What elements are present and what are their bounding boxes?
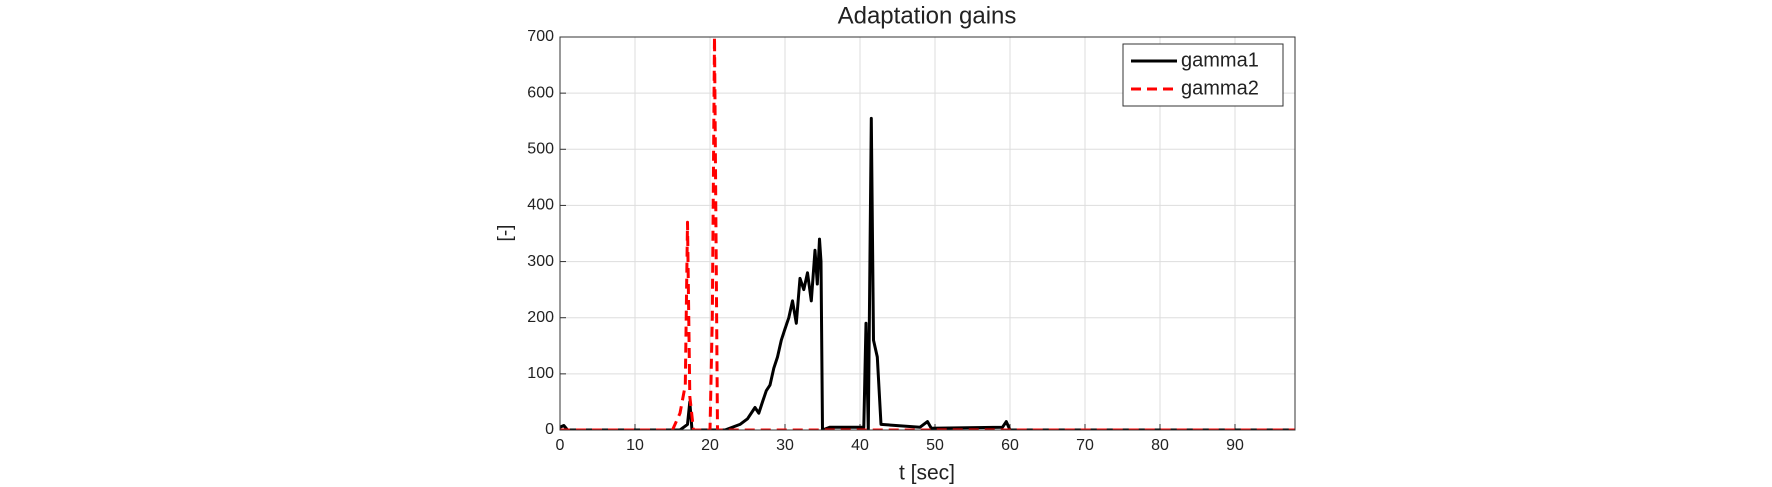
x-tick-label: 40: [851, 437, 869, 454]
y-tick-label: 400: [527, 197, 554, 214]
x-tick-label: 10: [626, 437, 644, 454]
legend-label: gamma2: [1181, 77, 1259, 99]
series-line: [560, 116, 1295, 430]
x-axis-label: t [sec]: [899, 462, 955, 485]
x-tick-label: 90: [1226, 437, 1244, 454]
y-tick-label: 0: [545, 421, 554, 438]
y-axis-label: [-]: [495, 225, 516, 242]
x-tick-label: 0: [556, 437, 565, 454]
x-tick-label: 60: [1001, 437, 1019, 454]
y-tick-label: 200: [527, 309, 554, 326]
y-tick-label: 500: [527, 141, 554, 158]
x-tick-label: 80: [1151, 437, 1169, 454]
y-tick-label: 700: [527, 28, 554, 45]
y-tick-label: 600: [527, 84, 554, 101]
legend-box: [1122, 43, 1284, 107]
x-tick-label: 30: [776, 437, 794, 454]
chart-title: Adaptation gains: [838, 2, 1017, 29]
x-tick-label: 50: [926, 437, 944, 454]
legend: gamma1 gamma2: [1122, 43, 1284, 107]
legend-label: gamma1: [1181, 49, 1259, 71]
series-line: [560, 37, 1295, 430]
y-tick-label: 300: [527, 253, 554, 270]
y-tick-label: 100: [527, 365, 554, 382]
plot-frame: [559, 36, 1296, 431]
x-tick-label: 70: [1076, 437, 1094, 454]
lines: [560, 37, 1295, 430]
x-tick-label: 20: [701, 437, 719, 454]
